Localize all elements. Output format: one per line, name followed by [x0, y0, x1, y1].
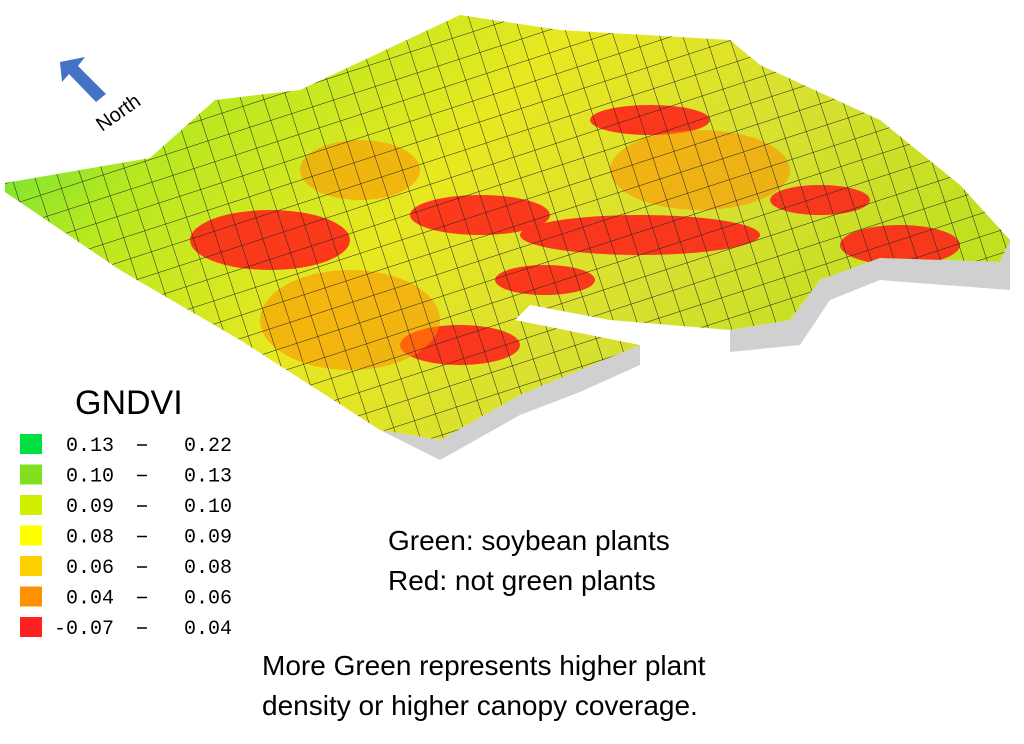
legend-swatch — [20, 434, 42, 454]
legend-swatch — [20, 556, 42, 576]
legend-high: 0.04 — [184, 618, 232, 641]
legend-swatch — [20, 495, 42, 515]
legend-low: 0.10 — [66, 466, 114, 489]
note: Red: not green plants — [388, 565, 656, 596]
caption: More Green represents higher plant — [262, 650, 706, 681]
legend-high: 0.06 — [184, 588, 232, 611]
legend-high: 0.13 — [184, 466, 232, 489]
legend-low: -0.07 — [54, 618, 114, 641]
north-arrow: North — [60, 57, 145, 136]
legend-high: 0.10 — [184, 496, 232, 519]
legend-swatch — [20, 586, 42, 607]
legend-high: 0.08 — [184, 557, 232, 580]
legend-title: GNDVI — [75, 384, 183, 422]
legend-swatch — [20, 464, 42, 485]
legend-swatch — [20, 525, 42, 546]
legend-swatch — [20, 617, 42, 637]
legend: 0.13 0.22 0.10 0.13 0.09 0.10 0.08 0.09 0.06 0.08… — [20, 434, 232, 641]
legend-low: 0.08 — [66, 527, 114, 550]
legend-low: 0.13 — [66, 435, 114, 458]
legend-low: 0.04 — [66, 588, 114, 611]
legend-high: 0.22 — [184, 435, 232, 458]
caption: density or higher canopy coverage. — [262, 690, 698, 721]
legend-low: 0.06 — [66, 557, 114, 580]
note: Green: soybean plants — [388, 525, 670, 556]
legend-low: 0.09 — [66, 496, 114, 519]
legend-high: 0.09 — [184, 527, 232, 550]
